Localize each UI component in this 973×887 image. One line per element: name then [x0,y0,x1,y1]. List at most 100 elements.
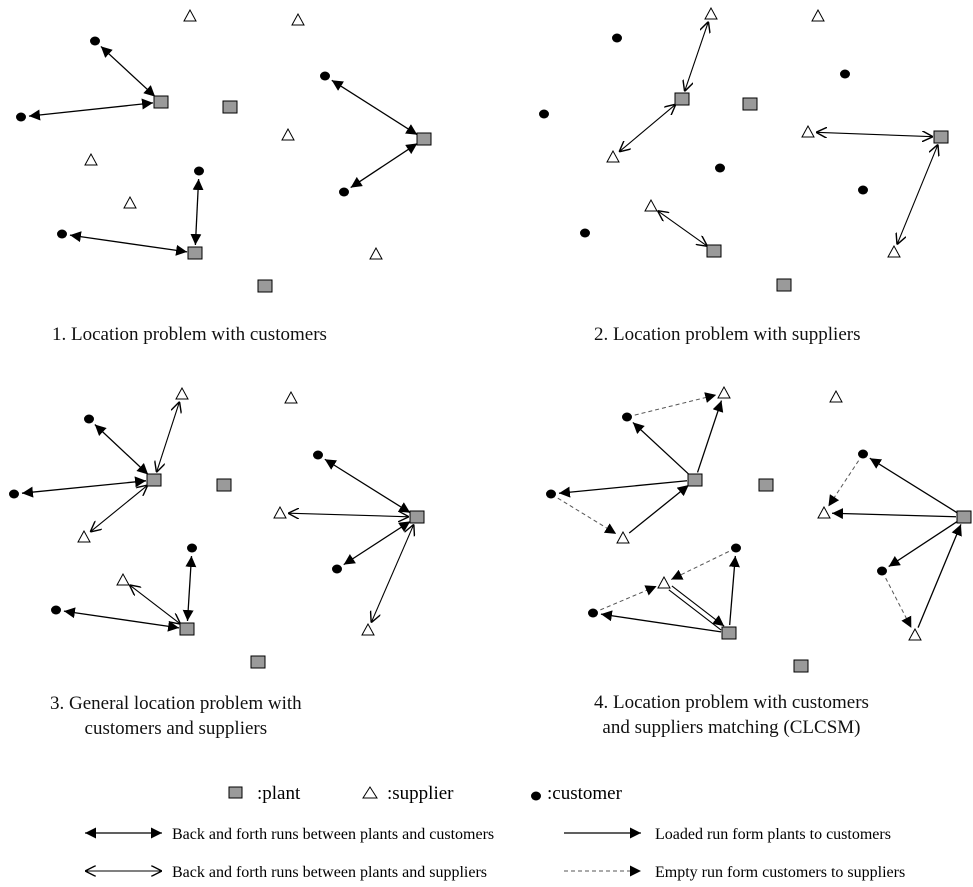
customer-dot-icon [90,36,100,46]
customer-dot-icon [9,489,19,499]
edge-customer-back-forth-arrow [63,607,180,632]
caption-line: 2. Location problem with suppliers [594,324,861,345]
legend-plant-label: :plant [257,783,301,804]
supplier-triangle-icon [284,390,298,404]
plant-square-icon [687,473,703,487]
plant-square-icon [758,478,774,492]
caption-line: 1. Location problem with customers [52,324,327,345]
customer-dot-icon [57,229,67,239]
legend-supplier-icon [362,786,378,799]
customer-dot-icon [588,608,598,618]
edge-supplier-back-forth-arrow [816,132,933,136]
edge-customer-back-forth-arrow [94,424,149,475]
legend-customer-label: :customer [547,783,623,804]
nodes-layer [9,6,972,673]
edge-supplier-back-forth-arrow [129,585,180,624]
edge-loaded-run-arrow [917,524,962,628]
edge-customer-back-forth-arrow [21,476,147,498]
supplier-triangle-icon [908,627,922,641]
edge-supplier-back-forth-arrow [619,104,676,152]
edge-supplier-back-forth-arrow [658,211,708,247]
supplier-triangle-icon [273,505,287,519]
customer-dot-icon [16,112,26,122]
legend: :plant :supplier :customer Back and fort… [85,783,905,881]
edge-empty-run-arrow [670,551,730,580]
legend-customer-icon [531,791,541,801]
legend-plant-icon [228,786,243,799]
supplier-triangle-icon [657,575,671,589]
edge-customer-back-forth-arrow [190,178,204,246]
caption-line: customers and suppliers [84,718,268,739]
plant-square-icon [416,132,432,146]
edge-customer-back-forth-arrow [343,520,411,566]
plant-square-icon [721,626,737,640]
edge-empty-run-arrow [600,585,657,611]
plant-square-icon [706,244,722,258]
edge-loaded-run-arrow [888,520,958,568]
edge-double-line [668,589,722,631]
edge-customer-back-forth-arrow [100,45,156,98]
edge-loaded-run-arrow [869,457,958,514]
edge-double-line-arrow [671,585,725,627]
customer-dot-icon [187,543,197,553]
plant-square-icon [153,95,169,109]
legend-bf-suppliers-label: Back and forth runs between plants and s… [172,864,487,881]
customer-dot-icon [51,605,61,615]
supplier-triangle-icon [281,127,295,141]
supplier-triangle-icon [616,530,630,544]
legend-loaded-label: Loaded run form plants to customers [655,826,891,843]
edge-empty-run-arrow [885,577,912,629]
supplier-triangle-icon [801,124,815,138]
edge-customer-back-forth-arrow [331,79,418,136]
customer-dot-icon [313,450,323,460]
customer-dot-icon [622,412,632,422]
customer-dot-icon [580,228,590,238]
plant-square-icon [776,278,792,292]
edge-customer-back-forth-arrow [182,555,197,622]
plant-square-icon [674,92,690,106]
supplier-triangle-icon [644,198,658,212]
supplier-triangle-icon [704,6,718,20]
edge-supplier-back-forth-arrow [685,22,709,92]
customer-dot-icon [320,71,330,81]
edge-loaded-run-arrow [696,400,724,473]
customer-dot-icon [546,489,556,499]
legend-supplier-label: :supplier [387,783,454,804]
edge-supplier-back-forth-arrow [897,144,938,244]
supplier-triangle-icon [606,149,620,163]
edge-customer-back-forth-arrow [350,142,418,189]
plant-square-icon [793,659,809,673]
supplier-triangle-icon [717,385,731,399]
caption-panel-4: 4. Location problem with customers and s… [594,690,869,740]
supplier-triangle-icon [811,8,825,22]
caption-panel-1: 1. Location problem with customers [52,322,327,347]
edge-loaded-run-arrow [728,555,740,626]
edge-empty-run-arrow [557,497,617,535]
plant-square-icon [250,655,266,669]
supplier-triangle-icon [291,12,305,26]
plant-square-icon [146,473,162,487]
customer-dot-icon [858,185,868,195]
supplier-triangle-icon [175,386,189,400]
customer-dot-icon [715,163,725,173]
edge-empty-run-arrow [634,392,717,416]
supplier-triangle-icon [84,152,98,166]
legend-bf-customers-label: Back and forth runs between plants and c… [172,826,494,843]
plant-square-icon [216,478,232,492]
edge-empty-run-arrow [827,460,860,507]
edge-supplier-back-forth-arrow [371,524,414,622]
supplier-triangle-icon [887,244,901,258]
supplier-triangle-icon [123,195,137,209]
customer-dot-icon [840,69,850,79]
caption-line: 3. General location problem with [50,693,302,714]
plant-square-icon [179,622,195,636]
caption-panel-2: 2. Location problem with suppliers [594,322,860,347]
supplier-triangle-icon [829,389,843,403]
plant-square-icon [187,246,203,260]
customer-dot-icon [731,543,741,553]
customer-dot-icon [332,564,342,574]
customer-dot-icon [84,414,94,424]
plant-square-icon [933,130,949,144]
plant-square-icon [409,510,425,524]
customer-dot-icon [539,109,549,119]
